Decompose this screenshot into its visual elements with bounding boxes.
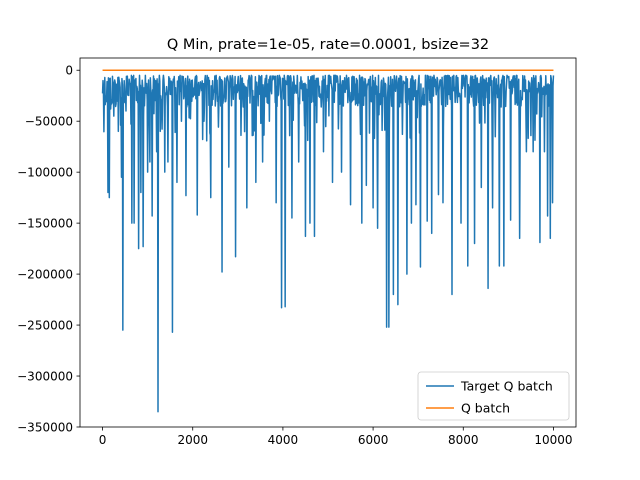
legend: Target Q batch Q batch — [417, 371, 570, 421]
x-tick-label: 10000 — [534, 433, 572, 447]
y-tick-label: −200000 — [17, 267, 73, 281]
legend-label: Q batch — [461, 401, 510, 416]
y-tick-label: −100000 — [17, 165, 73, 179]
legend-label: Target Q batch — [460, 379, 553, 394]
y-tick-label: −250000 — [17, 318, 73, 332]
axes: 0 2000 4000 6000 8000 10000 0 −50000 −100000 −150… — [17, 57, 577, 447]
plot-content — [101, 69, 555, 413]
y-tick-label: −50000 — [25, 114, 73, 128]
x-tick-label: 8000 — [448, 433, 479, 447]
y-tick-label: −300000 — [17, 369, 73, 383]
legend-box — [417, 371, 570, 421]
axes-frame — [79, 57, 577, 428]
x-tick-label: 0 — [99, 433, 107, 447]
chart-title: Q Min, prate=1e-05, rate=0.0001, bsize=3… — [167, 37, 489, 53]
y-tick-label: 0 — [65, 64, 73, 78]
x-tick-label: 4000 — [268, 433, 299, 447]
y-tick-label: −150000 — [17, 216, 73, 230]
series-line-target-q-batch — [101, 74, 555, 413]
x-tick-label: 2000 — [177, 433, 208, 447]
x-tick-label: 6000 — [358, 433, 389, 447]
y-tick-label: −350000 — [17, 420, 73, 434]
